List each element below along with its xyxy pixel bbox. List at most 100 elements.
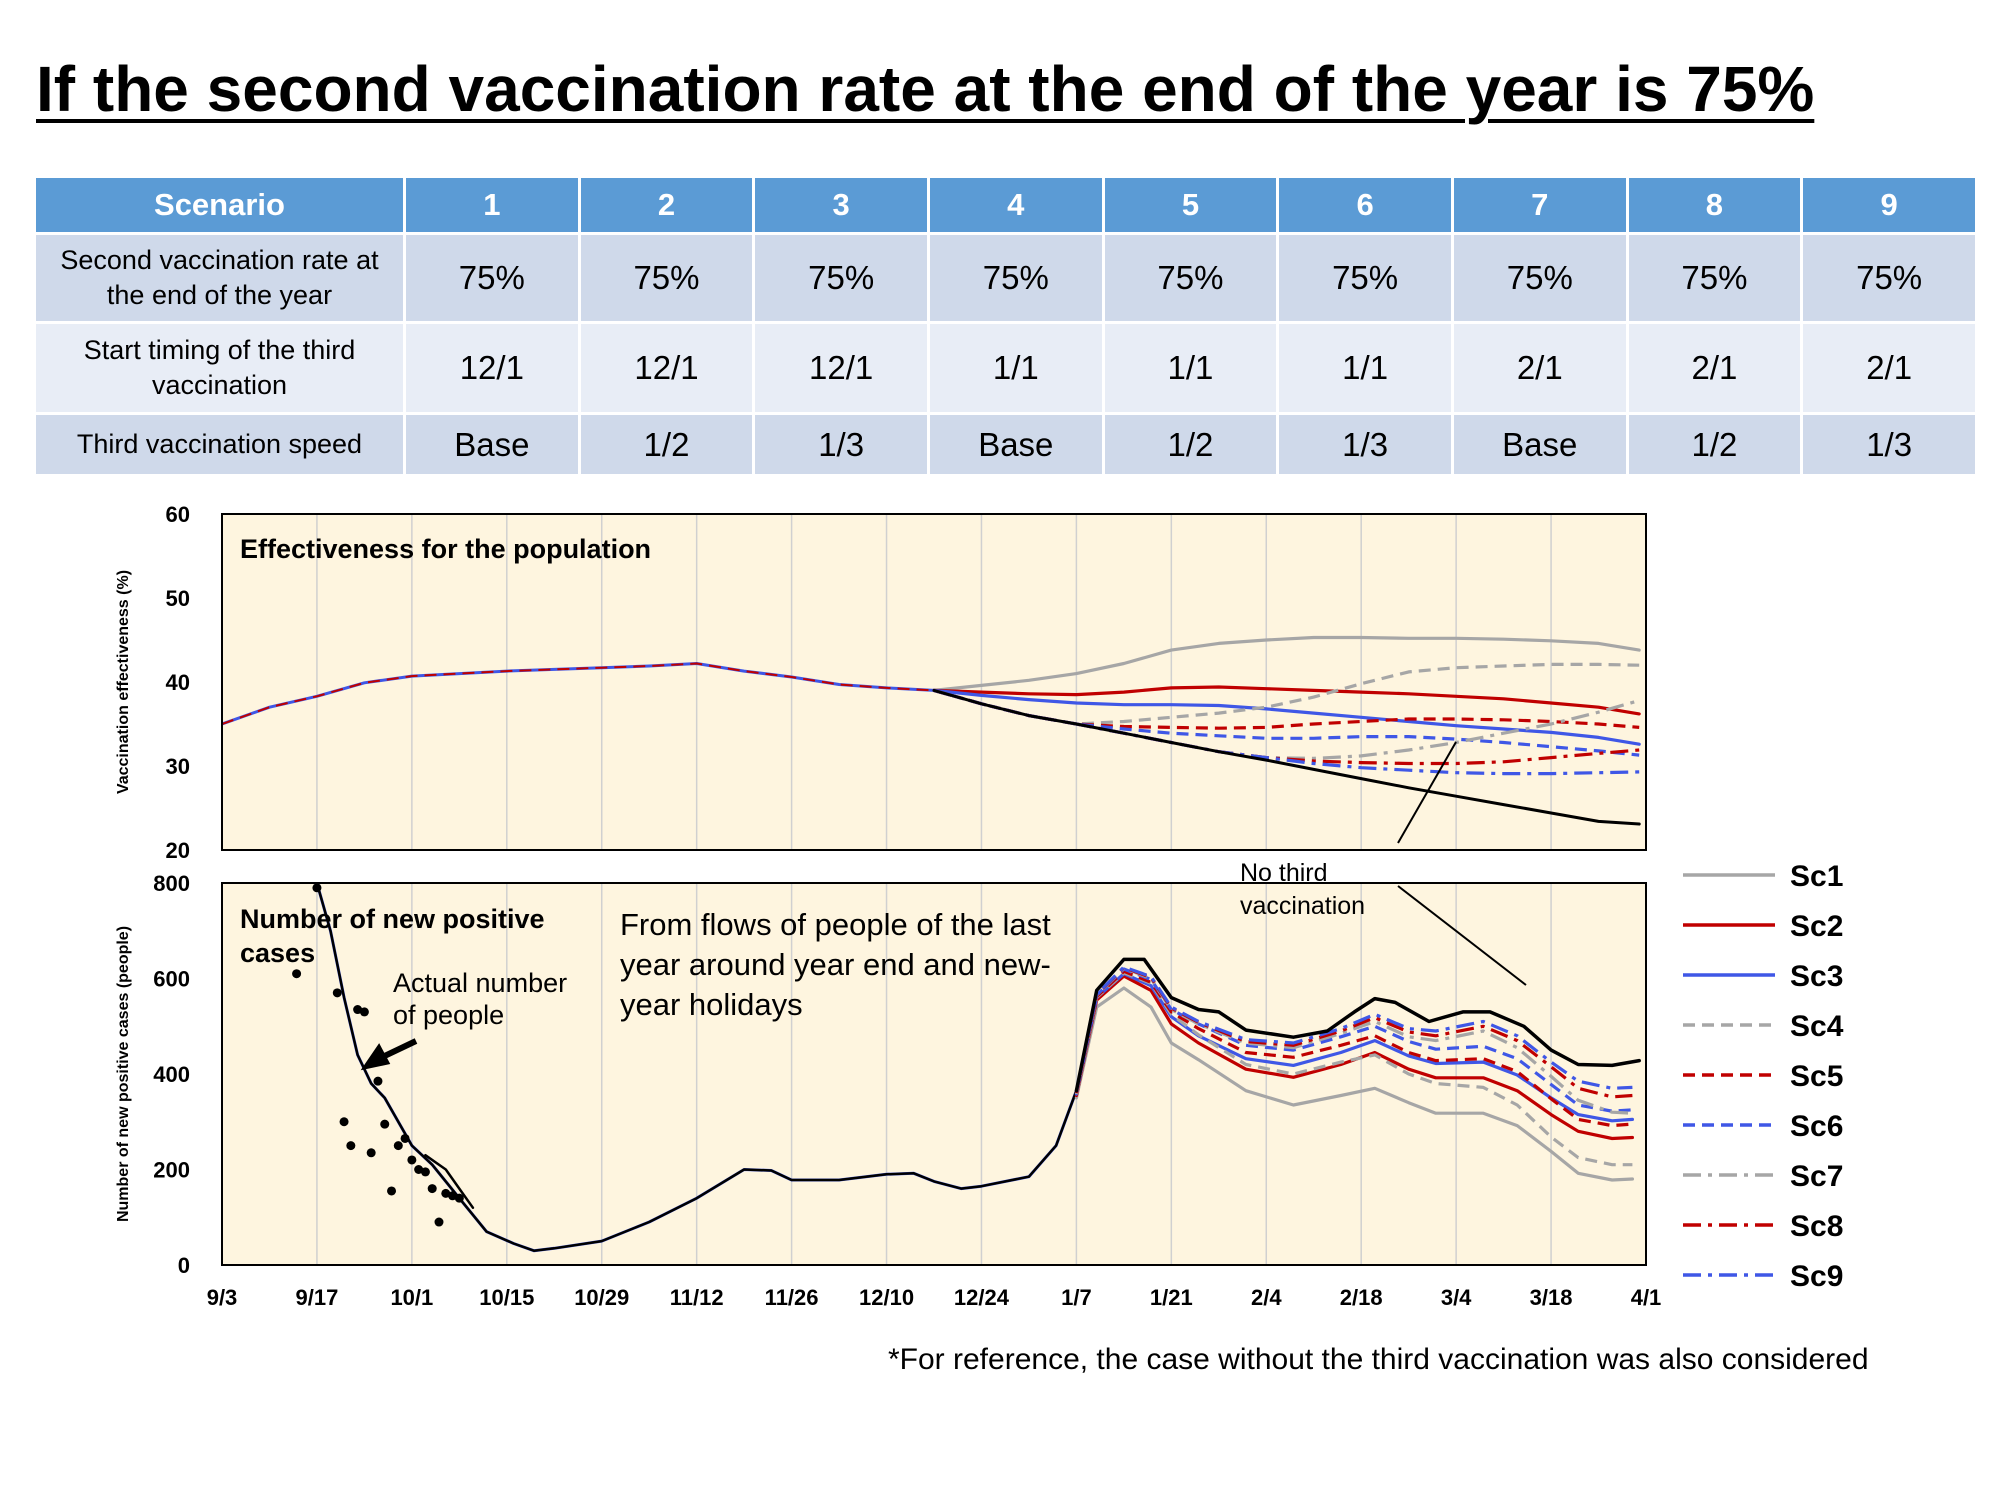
effectiveness-series <box>222 635 1641 826</box>
table-cell: Base <box>403 412 581 477</box>
panel-title-effectiveness: Effectiveness for the population <box>240 534 651 564</box>
x-tick-label: 3/18 <box>1530 1285 1573 1310</box>
scenario-header-cell: 1 <box>403 175 581 235</box>
page-title: If the second vaccination rate at the en… <box>36 53 1815 125</box>
x-tick-label: 4/1 <box>1631 1285 1662 1310</box>
actual-data-point <box>448 1191 458 1201</box>
panel-title-cases: Number of new positive <box>240 904 545 934</box>
legend-label: Sc8 <box>1790 1210 1843 1243</box>
legend: Sc1 Sc2 Sc3 Sc4 Sc5 Sc6 Sc7 Sc8 Sc9 <box>1683 860 1844 1293</box>
table-cell: 75% <box>1800 232 1978 324</box>
table-cell: 12/1 <box>577 321 756 415</box>
actual-data-point <box>312 883 322 893</box>
actual-data-point <box>292 969 302 979</box>
y-tick-label: 40 <box>166 670 190 695</box>
x-tick-label: 12/24 <box>954 1285 1010 1310</box>
pointer-line <box>1397 885 1527 986</box>
cases-series <box>292 883 1641 1253</box>
table-cell: 1/1 <box>926 321 1105 415</box>
y-tick-label: 30 <box>166 754 190 779</box>
annotation-flows: From flows of people of the last <box>620 907 1051 942</box>
series-line-sc6 <box>1074 967 1633 1113</box>
actual-data-point <box>434 1217 444 1227</box>
row-label: Second vaccination rate at the end of th… <box>33 232 406 324</box>
panel-title-cases: cases <box>240 938 315 968</box>
positive-cases-panel: 0 200 400 600 800 Number of new positive case… <box>115 871 1647 1278</box>
arrow-icon <box>360 1043 391 1071</box>
series-line-sc1 <box>1074 986 1634 1182</box>
series-line-sc2 <box>932 685 1641 716</box>
x-tick-label: 10/29 <box>574 1285 629 1310</box>
footnote: *For reference, the case without the thi… <box>888 1343 1869 1376</box>
legend-label: Sc9 <box>1790 1260 1843 1293</box>
x-tick-label: 12/10 <box>859 1285 914 1310</box>
row-label: Start timing of the third vaccination <box>33 321 406 415</box>
table-cell: 1/1 <box>1101 321 1280 415</box>
actual-data-point <box>359 1007 369 1017</box>
actual-data-point <box>427 1184 437 1194</box>
table-cell: 1/3 <box>752 412 930 477</box>
x-tick-label: 3/4 <box>1441 1285 1472 1310</box>
legend-label: Sc7 <box>1790 1160 1843 1193</box>
y-tick-label: 60 <box>166 502 190 527</box>
table-cell: 75% <box>577 232 756 324</box>
actual-data-point <box>420 1167 430 1177</box>
table-cell: 1/3 <box>1276 412 1454 477</box>
scenario-header-cell: 6 <box>1276 175 1454 235</box>
x-tick-label: 1/21 <box>1150 1285 1193 1310</box>
scenario-table: Scenario 1 2 3 4 5 6 7 8 9 Second vaccin… <box>33 175 1978 477</box>
table-cell: 1/2 <box>577 412 756 477</box>
series-line-sc7 <box>1074 966 1633 1115</box>
table-cell: 2/1 <box>1800 321 1978 415</box>
actual-data-point <box>454 1193 464 1203</box>
scenario-header-label: Scenario <box>33 175 406 235</box>
actual-data-point <box>332 988 342 998</box>
scenario-header-cell: 9 <box>1800 175 1978 235</box>
row-label: Third vaccination speed <box>33 412 406 477</box>
actual-data-point <box>400 1133 410 1143</box>
x-tick-label: 9/17 <box>296 1285 339 1310</box>
table-cell: 75% <box>403 232 581 324</box>
table-cell: 75% <box>752 232 930 324</box>
scenario-header-cell: 2 <box>577 175 756 235</box>
series-line-common <box>222 662 935 725</box>
legend-label: Sc2 <box>1790 910 1843 943</box>
table-cell: 1/3 <box>1800 412 1978 477</box>
x-tick-label: 2/18 <box>1340 1285 1383 1310</box>
legend-label: Sc3 <box>1790 960 1843 993</box>
series-line-sc9 <box>1074 965 1633 1093</box>
annotation-flows: year holidays <box>620 987 803 1022</box>
table-row: Start timing of the third vaccination 12… <box>33 321 1978 415</box>
plot-background <box>222 514 1646 850</box>
series-line-sc5 <box>1074 969 1633 1128</box>
table-row: Second vaccination rate at the end of th… <box>33 232 1978 324</box>
pointer-line <box>1397 741 1457 844</box>
actual-data-point <box>393 1141 403 1151</box>
x-tick-label: 9/3 <box>207 1285 238 1310</box>
table-cell: 1/2 <box>1625 412 1804 477</box>
y-tick-label: 800 <box>153 871 190 896</box>
legend-label: Sc1 <box>1790 860 1843 893</box>
table-cell: 75% <box>1101 232 1280 324</box>
table-cell: 75% <box>1276 232 1454 324</box>
series-line-no-third <box>1074 957 1641 1093</box>
table-cell: 75% <box>926 232 1105 324</box>
actual-data-point <box>387 1186 397 1196</box>
y-tick-label: 600 <box>153 967 190 992</box>
scenario-header-cell: 8 <box>1625 175 1804 235</box>
scenario-header-cell: 7 <box>1450 175 1629 235</box>
x-tick-label: 1/7 <box>1061 1285 1092 1310</box>
table-cell: Base <box>926 412 1105 477</box>
x-tick-label: 11/26 <box>765 1285 819 1310</box>
table-cell: 12/1 <box>752 321 930 415</box>
table-cell: Base <box>1450 412 1629 477</box>
table-cell: 75% <box>1625 232 1804 324</box>
plot-border <box>221 513 1647 851</box>
actual-data-point <box>441 1188 451 1198</box>
table-cell: 2/1 <box>1625 321 1804 415</box>
y-tick-label: 0 <box>178 1253 190 1278</box>
series-line-fit <box>424 1153 475 1209</box>
annotation-flows: year around year end and new- <box>620 947 1051 982</box>
legend-label: Sc4 <box>1790 1010 1844 1043</box>
